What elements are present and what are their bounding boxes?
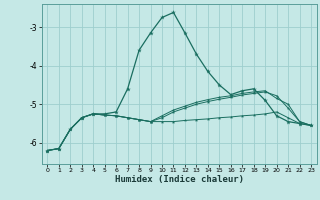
X-axis label: Humidex (Indice chaleur): Humidex (Indice chaleur) bbox=[115, 175, 244, 184]
